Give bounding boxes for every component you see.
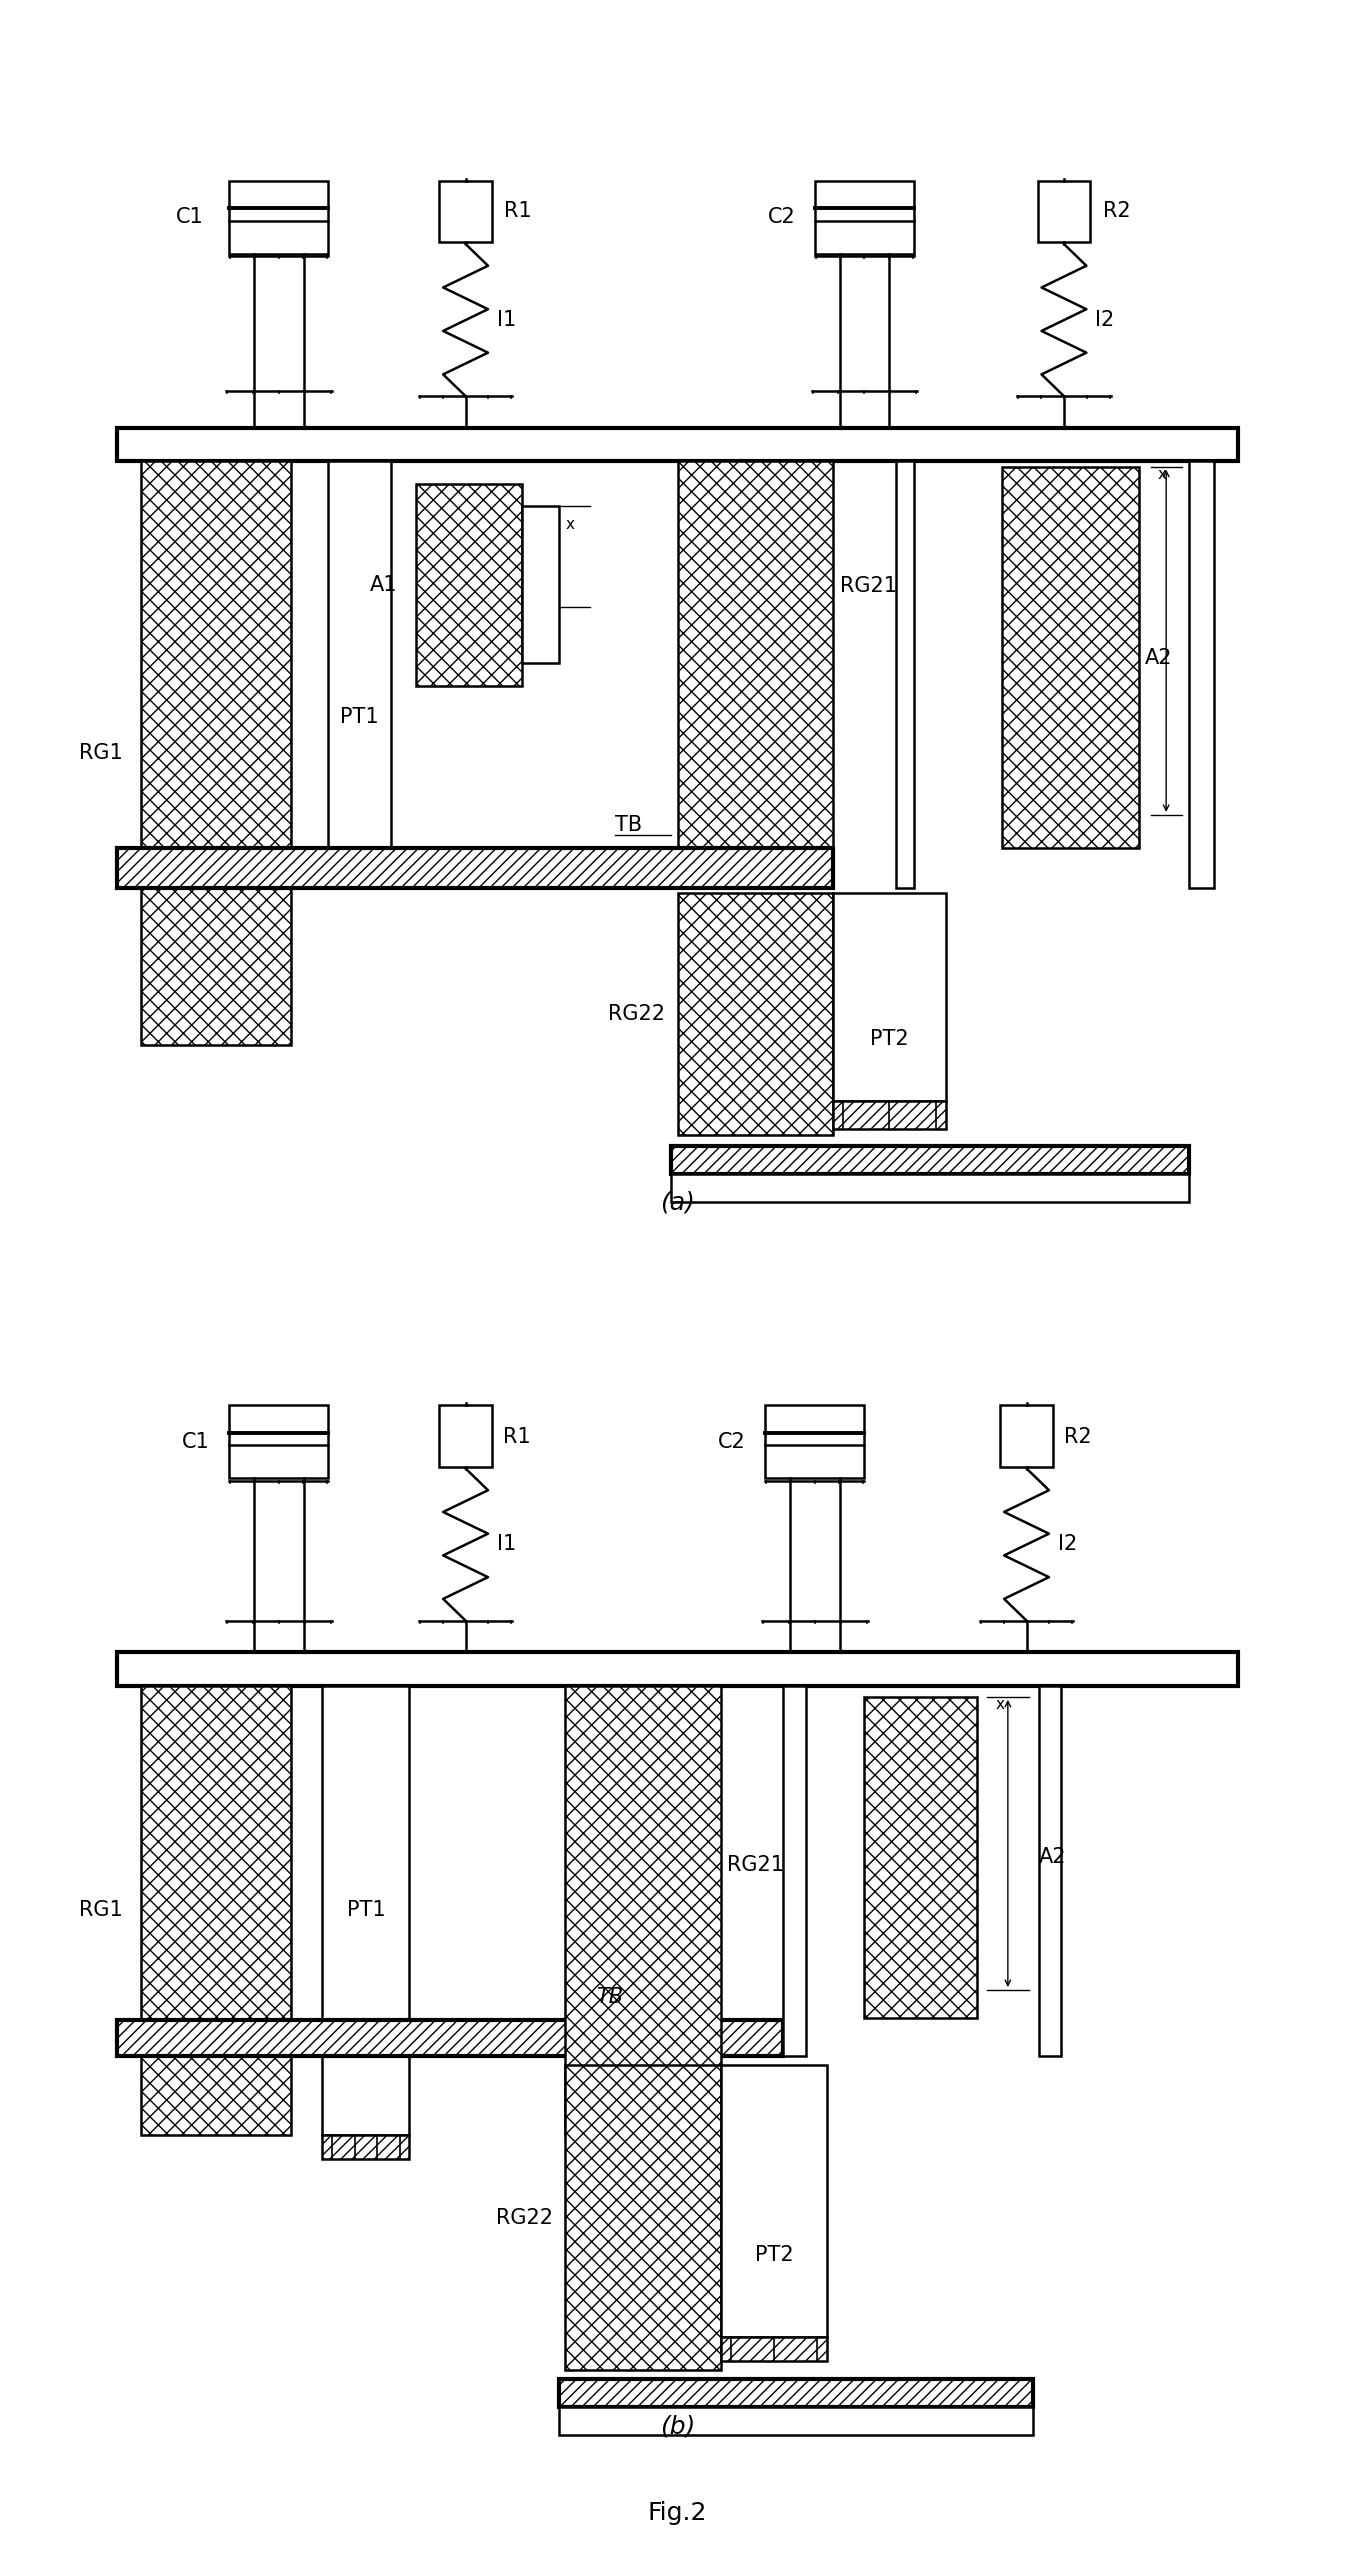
Text: R2: R2 bbox=[1064, 1426, 1092, 1446]
Bar bbox=[833, 1102, 946, 1130]
Text: PT1: PT1 bbox=[347, 1900, 385, 1921]
Bar bbox=[560, 2408, 1033, 2436]
Text: I2: I2 bbox=[1095, 311, 1114, 329]
Text: R2: R2 bbox=[1103, 202, 1130, 222]
Text: PT2: PT2 bbox=[755, 2245, 794, 2265]
Text: (a): (a) bbox=[660, 1189, 695, 1214]
Text: R1: R1 bbox=[504, 202, 533, 222]
Bar bbox=[322, 1686, 409, 2135]
Text: RG21: RG21 bbox=[840, 577, 897, 597]
Bar bbox=[328, 462, 390, 855]
Bar bbox=[1188, 462, 1214, 888]
Bar bbox=[117, 2020, 783, 2056]
Bar bbox=[560, 2380, 1033, 2408]
Bar bbox=[671, 1173, 1188, 1202]
Text: A2: A2 bbox=[1145, 648, 1172, 668]
Text: C1: C1 bbox=[183, 1431, 210, 1452]
Text: x: x bbox=[565, 518, 575, 533]
Text: C2: C2 bbox=[768, 207, 795, 227]
Bar bbox=[117, 849, 833, 888]
Bar bbox=[439, 1406, 492, 1467]
Bar bbox=[678, 462, 833, 878]
Text: RG21: RG21 bbox=[728, 1855, 785, 1875]
Text: RG22: RG22 bbox=[608, 1005, 665, 1023]
Text: A2: A2 bbox=[1039, 1847, 1066, 1867]
Text: A1: A1 bbox=[370, 574, 397, 594]
Bar bbox=[522, 505, 560, 663]
Text: x: x bbox=[1157, 467, 1167, 482]
Text: x: x bbox=[996, 1696, 1004, 1712]
Text: RG1: RG1 bbox=[79, 1900, 123, 1921]
Text: RG22: RG22 bbox=[496, 2207, 553, 2227]
Text: I1: I1 bbox=[497, 1533, 516, 1554]
Bar bbox=[678, 893, 833, 1135]
Bar bbox=[1039, 1686, 1061, 2056]
Text: I1: I1 bbox=[497, 311, 516, 329]
Bar bbox=[1001, 467, 1138, 849]
Bar bbox=[229, 1406, 328, 1477]
Bar bbox=[721, 2337, 827, 2362]
Bar bbox=[671, 1145, 1188, 1173]
Text: Fig.2: Fig.2 bbox=[648, 2500, 707, 2525]
Bar bbox=[864, 1696, 977, 2018]
Bar bbox=[1038, 181, 1091, 242]
Text: (b): (b) bbox=[660, 2413, 695, 2439]
Bar bbox=[721, 2066, 827, 2337]
Bar bbox=[565, 2066, 721, 2370]
Bar bbox=[141, 1686, 291, 2135]
Text: RG1: RG1 bbox=[79, 742, 123, 763]
Bar bbox=[229, 181, 328, 253]
Bar bbox=[328, 855, 390, 878]
Bar bbox=[1000, 1406, 1053, 1467]
Bar bbox=[783, 1686, 806, 2056]
Text: R1: R1 bbox=[503, 1426, 531, 1446]
Bar bbox=[764, 1406, 864, 1477]
Bar bbox=[439, 181, 492, 242]
Bar bbox=[117, 1653, 1238, 1686]
Text: I2: I2 bbox=[1058, 1533, 1077, 1554]
Bar bbox=[141, 462, 291, 1046]
Text: PT2: PT2 bbox=[870, 1028, 909, 1048]
Bar bbox=[814, 181, 915, 253]
Text: TB: TB bbox=[596, 1987, 623, 2008]
Text: TB: TB bbox=[615, 814, 642, 834]
Bar bbox=[565, 1686, 721, 2135]
Bar bbox=[322, 2135, 409, 2158]
Text: C1: C1 bbox=[176, 207, 203, 227]
Text: C2: C2 bbox=[718, 1431, 747, 1452]
Bar bbox=[117, 429, 1238, 462]
Text: PT1: PT1 bbox=[340, 707, 379, 727]
Bar bbox=[833, 893, 946, 1102]
Bar bbox=[416, 485, 522, 686]
Bar bbox=[896, 462, 915, 888]
